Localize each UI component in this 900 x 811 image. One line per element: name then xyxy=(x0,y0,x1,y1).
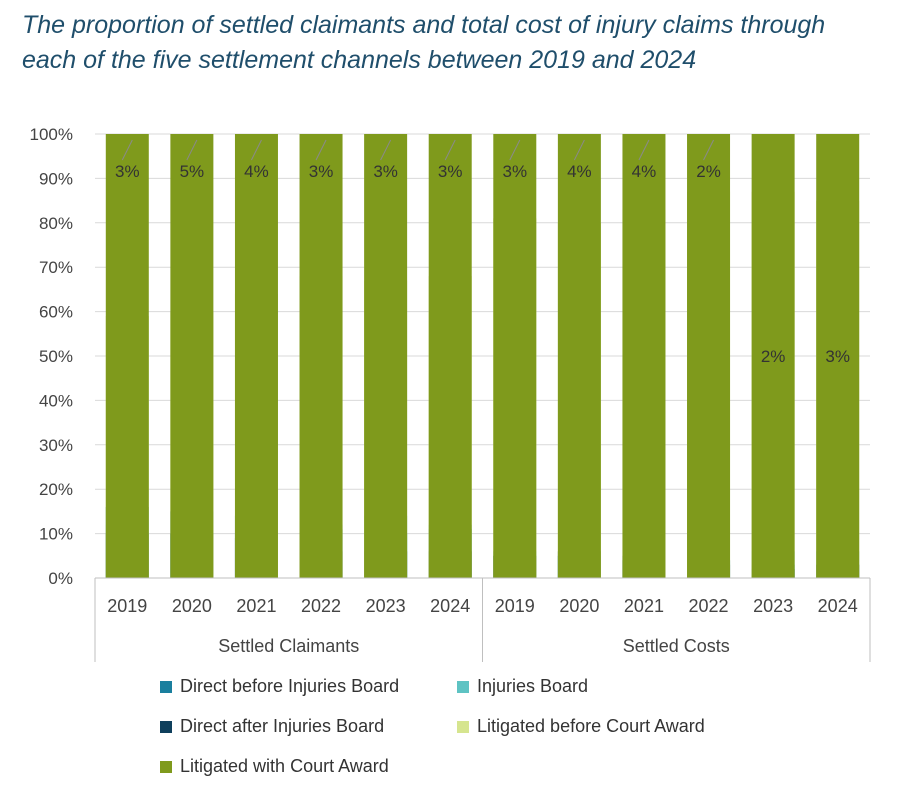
legend-label: Injuries Board xyxy=(477,676,589,696)
leader-line xyxy=(315,139,327,161)
bar-segment xyxy=(493,134,537,578)
legend-label: Direct before Injuries Board xyxy=(180,676,400,696)
chart-title: The proportion of settled claimants and … xyxy=(22,8,882,78)
x-tick-label: 2020 xyxy=(172,596,212,616)
data-label: 3% xyxy=(503,162,528,181)
bar-segment xyxy=(816,134,860,578)
y-tick-label: 80% xyxy=(39,214,73,233)
y-tick-label: 30% xyxy=(39,436,73,455)
legend-item-litigated-before: Litigated before Court Award xyxy=(457,716,705,737)
legend-label: Litigated before Court Award xyxy=(477,716,705,736)
bar-segment xyxy=(428,134,472,578)
legend-swatch xyxy=(160,680,172,693)
legend-swatch xyxy=(457,720,469,733)
data-label: 3% xyxy=(373,162,398,181)
x-tick-label: 2024 xyxy=(430,596,470,616)
x-tick-label: 2019 xyxy=(495,596,535,616)
bar-segment xyxy=(299,134,343,578)
bar-segment xyxy=(622,134,666,578)
y-tick-label: 20% xyxy=(39,480,73,499)
bar-segment xyxy=(687,134,731,578)
leader-line xyxy=(121,139,133,161)
x-tick-label: 2019 xyxy=(107,596,147,616)
data-label: 3% xyxy=(115,162,140,181)
data-label: 4% xyxy=(632,162,657,181)
legend-item-direct-before: Direct before Injuries Board xyxy=(160,676,399,697)
bar-segment xyxy=(557,134,601,578)
y-tick-label: 50% xyxy=(39,347,73,366)
y-tick-label: 90% xyxy=(39,169,73,188)
bar-segment xyxy=(170,134,214,578)
leader-line xyxy=(638,139,650,161)
data-label: 3% xyxy=(309,162,334,181)
bar-segment xyxy=(234,134,278,578)
data-label: 2% xyxy=(761,347,786,366)
group-label: Settled Costs xyxy=(623,636,730,656)
data-label: 3% xyxy=(825,347,850,366)
leader-line xyxy=(444,139,456,161)
y-tick-label: 10% xyxy=(39,525,73,544)
y-tick-label: 100% xyxy=(30,125,73,144)
y-tick-label: 60% xyxy=(39,303,73,322)
leader-line xyxy=(573,139,585,161)
y-tick-label: 0% xyxy=(48,569,73,588)
data-label: 4% xyxy=(244,162,269,181)
legend-item-injuries-board: Injuries Board xyxy=(457,676,588,697)
legend-item-litigated-with: Litigated with Court Award xyxy=(160,756,389,777)
chart-title-line-2: each of the five settlement channels bet… xyxy=(22,46,697,74)
bar-segment xyxy=(751,134,795,578)
leader-line xyxy=(251,139,262,161)
legend-swatch xyxy=(160,720,172,733)
x-tick-label: 2021 xyxy=(624,596,664,616)
x-tick-label: 2020 xyxy=(559,596,599,616)
leader-line xyxy=(186,139,198,161)
data-label: 2% xyxy=(696,162,721,181)
x-tick-label: 2023 xyxy=(366,596,406,616)
x-tick-label: 2022 xyxy=(301,596,341,616)
legend-swatch xyxy=(160,760,172,773)
bar-segment xyxy=(364,134,408,578)
x-tick-label: 2021 xyxy=(236,596,276,616)
leader-line xyxy=(509,139,521,161)
legend-label: Direct after Injuries Board xyxy=(180,716,385,736)
bar-segment xyxy=(105,134,149,578)
legend-item-direct-after: Direct after Injuries Board xyxy=(160,716,384,737)
chart-title-line-1: The proportion of settled claimants and … xyxy=(22,11,826,39)
x-tick-label: 2022 xyxy=(689,596,729,616)
leader-line xyxy=(380,139,392,161)
legend-swatch xyxy=(457,680,469,693)
y-tick-label: 70% xyxy=(39,258,73,277)
group-label: Settled Claimants xyxy=(218,636,359,656)
x-tick-label: 2024 xyxy=(818,596,858,616)
data-label: 4% xyxy=(567,162,592,181)
y-tick-label: 40% xyxy=(39,391,73,410)
legend-label: Litigated with Court Award xyxy=(180,756,389,776)
leader-line xyxy=(703,139,714,161)
x-tick-label: 2023 xyxy=(753,596,793,616)
data-label: 3% xyxy=(438,162,463,181)
data-label: 5% xyxy=(180,162,205,181)
